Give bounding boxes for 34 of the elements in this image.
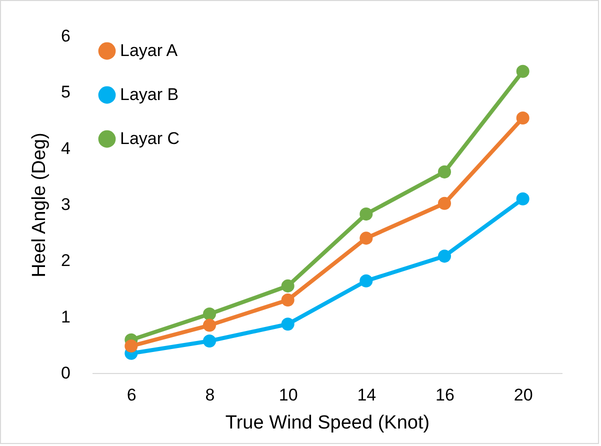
point bbox=[516, 111, 530, 125]
point bbox=[281, 279, 294, 292]
legend-label: Layar C bbox=[120, 129, 180, 148]
point bbox=[202, 308, 216, 321]
y-tick-label: 4 bbox=[61, 138, 70, 158]
point bbox=[438, 165, 452, 178]
x-tick-label: 20 bbox=[514, 386, 533, 404]
point bbox=[124, 340, 138, 353]
legend-label: Layar A bbox=[120, 41, 178, 60]
y-tick-label: 2 bbox=[61, 251, 70, 270]
point bbox=[516, 64, 530, 78]
y-axis-title: Heel Angle (Deg) bbox=[29, 132, 50, 278]
point bbox=[281, 318, 294, 331]
y-tick-label: 5 bbox=[61, 82, 70, 102]
y-tick-label: 1 bbox=[61, 307, 70, 326]
x-tick-label: 14 bbox=[357, 386, 376, 404]
legend-label: Layar B bbox=[120, 85, 179, 104]
x-axis-title: True Wind Speed (Knot) bbox=[225, 412, 430, 434]
point bbox=[202, 318, 216, 332]
point bbox=[281, 293, 294, 306]
y-tick-label: 6 bbox=[61, 26, 70, 46]
y-tick-label: 3 bbox=[61, 195, 70, 214]
x-tick-label: 10 bbox=[278, 386, 298, 404]
point bbox=[202, 334, 216, 348]
point bbox=[438, 250, 452, 263]
point bbox=[360, 208, 373, 221]
x-tick-label: 6 bbox=[126, 386, 136, 404]
point bbox=[360, 274, 373, 288]
point bbox=[438, 196, 452, 210]
point bbox=[516, 192, 530, 206]
x-tick-label: 16 bbox=[436, 386, 454, 404]
point bbox=[360, 232, 373, 245]
x-tick-label: 8 bbox=[205, 386, 215, 404]
y-tick-label: 0 bbox=[61, 364, 70, 382]
